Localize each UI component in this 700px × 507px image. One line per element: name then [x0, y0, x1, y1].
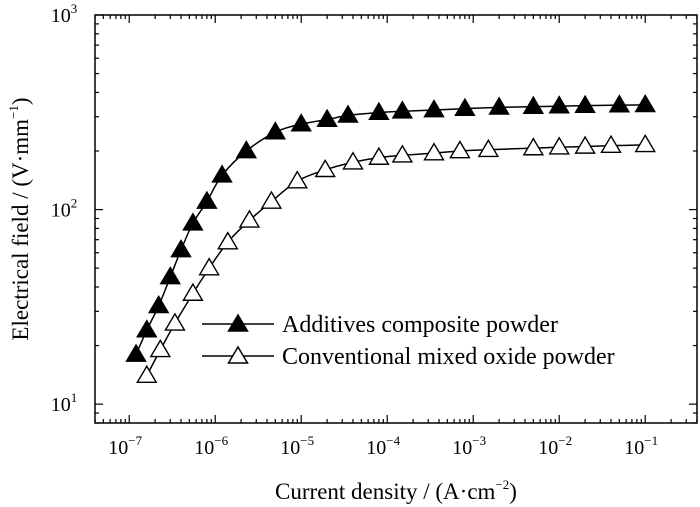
legend-marker-open-triangle	[227, 345, 249, 364]
data-point-1	[198, 257, 220, 276]
x-tick-label: 10−6	[194, 433, 228, 459]
x-tick-base: 10	[538, 437, 558, 459]
x-tick-base: 10	[624, 437, 644, 459]
plot-marks	[125, 94, 656, 384]
data-point-0	[159, 266, 181, 285]
x-axis-title-main: Current density / (A·cm	[275, 479, 495, 504]
data-point-0	[548, 95, 570, 114]
data-point-1	[368, 146, 390, 165]
y-axis-title: Electrical field / (V·mm−1)	[6, 97, 33, 340]
data-point-1	[149, 339, 172, 358]
data-point-0	[170, 239, 192, 258]
y-tick-exponent: 2	[71, 196, 78, 211]
x-axis-title-end: )	[509, 479, 517, 504]
x-tick-label: 10−4	[366, 433, 400, 459]
series-1	[136, 134, 656, 384]
data-point-1	[477, 138, 500, 158]
data-point-1	[314, 158, 336, 178]
x-tick-exponent: −5	[300, 433, 314, 448]
data-point-1	[574, 135, 596, 154]
data-point-0	[136, 319, 158, 338]
x-tick-exponent: −3	[472, 433, 486, 448]
axis-ticks	[94, 14, 698, 424]
data-point-1	[164, 312, 186, 331]
y-axis-title-end: )	[8, 97, 33, 105]
y-tick-label: 101	[51, 390, 78, 416]
legend: Additives composite powder Conventional …	[202, 312, 615, 370]
x-axis-title-sup: −2	[495, 477, 509, 492]
data-point-0	[634, 94, 656, 113]
data-point-1	[260, 190, 283, 209]
data-point-1	[634, 134, 656, 153]
data-point-0	[211, 164, 233, 183]
x-axis-title: Current density / (A·cm−2)	[275, 477, 517, 504]
series-0	[125, 94, 656, 362]
y-tick-label: 102	[51, 196, 78, 222]
data-point-1	[286, 170, 309, 189]
x-tick-label: 10−2	[538, 433, 572, 459]
x-tick-exponent: −4	[386, 433, 400, 448]
legend-marker-filled-triangle	[227, 313, 249, 332]
data-point-0	[368, 101, 390, 120]
data-point-0	[391, 100, 414, 119]
data-point-0	[235, 140, 258, 159]
x-tick-base: 10	[452, 437, 472, 459]
data-point-0	[290, 113, 312, 132]
data-point-0	[264, 121, 287, 140]
data-point-0	[423, 99, 445, 118]
y-tick-base: 10	[51, 5, 71, 27]
data-point-1	[423, 142, 445, 161]
x-tick-exponent: −6	[214, 433, 228, 448]
x-tick-label: 10−1	[624, 433, 658, 459]
data-point-0	[488, 96, 510, 115]
data-point-1	[391, 144, 414, 163]
y-tick-base: 10	[51, 200, 71, 222]
legend-label-conventional: Conventional mixed oxide powder	[282, 344, 615, 370]
x-tick-base: 10	[366, 437, 386, 459]
data-point-0	[608, 94, 631, 113]
y-tick-exponent: 3	[71, 1, 78, 16]
data-point-0	[147, 294, 170, 314]
y-tick-label: 103	[51, 1, 78, 27]
data-point-0	[522, 95, 545, 115]
x-tick-label: 10−5	[280, 433, 314, 459]
x-tick-exponent: −1	[644, 433, 658, 448]
legend-item-additives: Additives composite powder	[202, 312, 558, 338]
x-tick-base: 10	[194, 437, 214, 459]
x-tick-base: 10	[108, 437, 128, 459]
data-point-0	[574, 94, 596, 114]
legend-label-additives: Additives composite powder	[282, 312, 558, 338]
data-point-1	[548, 136, 570, 155]
data-point-0	[125, 343, 147, 362]
data-point-0	[182, 212, 204, 231]
legend-item-conventional: Conventional mixed oxide powder	[202, 344, 615, 370]
x-tick-label: 10−7	[108, 433, 142, 459]
data-point-0	[454, 97, 476, 117]
data-point-1	[136, 364, 158, 384]
y-tick-exponent: 1	[71, 390, 78, 405]
data-point-0	[196, 190, 218, 209]
data-point-1	[522, 137, 545, 156]
data-point-1	[449, 140, 471, 159]
x-tick-exponent: −7	[128, 433, 142, 448]
data-point-1	[238, 209, 261, 228]
y-tick-base: 10	[51, 394, 71, 416]
data-point-0	[316, 108, 338, 127]
x-tick-exponent: −2	[558, 433, 572, 448]
data-point-1	[182, 282, 204, 301]
data-point-1	[342, 151, 364, 170]
data-point-1	[217, 231, 239, 250]
x-tick-base: 10	[280, 437, 300, 459]
y-axis-title-main: Electrical field / (V·mm	[8, 119, 33, 341]
data-point-0	[337, 104, 359, 123]
y-axis-title-sup: −1	[6, 105, 21, 119]
x-tick-label: 10−3	[452, 433, 486, 459]
data-point-1	[600, 134, 622, 154]
